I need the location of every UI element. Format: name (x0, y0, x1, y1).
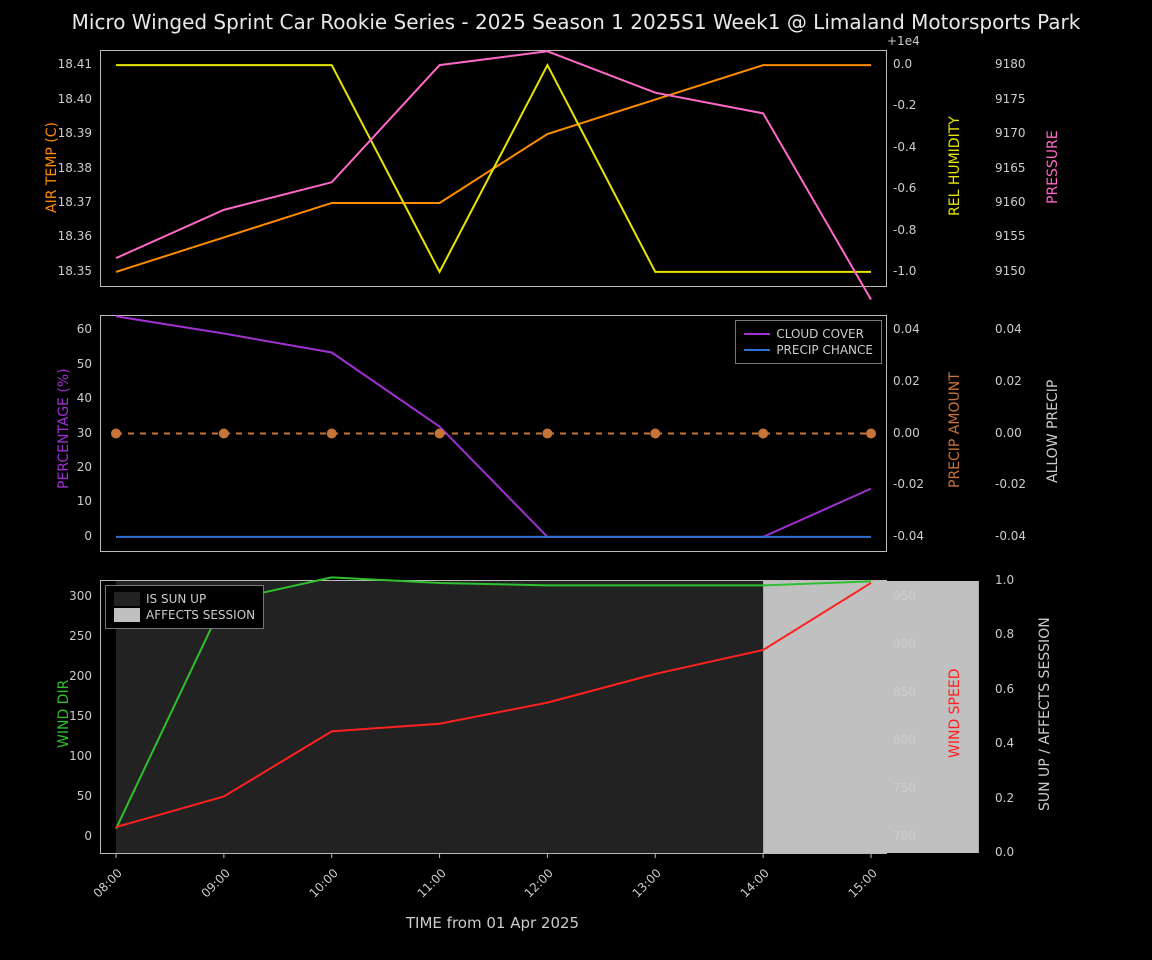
tick-label: 18.38 (58, 161, 92, 175)
allow-precip-axis-label: ALLOW PRECIP (1045, 379, 1061, 482)
tick-label: 50 (77, 789, 92, 803)
x-tick-label: 08:00 (91, 866, 125, 900)
tick-label: 200 (69, 669, 92, 683)
panel2-legend: CLOUD COVER PRECIP CHANCE (735, 320, 882, 364)
panel-wind: IS SUN UP AFFECTS SESSION (100, 580, 887, 854)
percentage-axis-label: PERCENTAGE (%) (56, 368, 72, 489)
tick-label: 750 (893, 781, 916, 795)
sun-session-axis-label: SUN UP / AFFECTS SESSION (1037, 617, 1053, 811)
tick-label: 18.36 (58, 229, 92, 243)
tick-label: 0 (84, 829, 92, 843)
tick-label: 60 (77, 322, 92, 336)
tick-label: 0.0 (893, 57, 912, 71)
tick-label: 20 (77, 460, 92, 474)
tick-label: 18.35 (58, 264, 92, 278)
tick-label: 300 (69, 589, 92, 603)
tick-label: 850 (893, 685, 916, 699)
tick-label: -1.0 (893, 264, 916, 278)
tick-label: 0.02 (995, 374, 1022, 388)
x-tick-label: 12:00 (522, 866, 556, 900)
x-tick-label: 09:00 (198, 866, 232, 900)
tick-label: 9180 (995, 57, 1026, 71)
tick-label: -0.04 (995, 529, 1026, 543)
tick-label: 10 (77, 494, 92, 508)
tick-label: 18.41 (58, 57, 92, 71)
tick-label: 250 (69, 629, 92, 643)
tick-label: -0.02 (995, 477, 1026, 491)
tick-label: 9175 (995, 92, 1026, 106)
tick-label: -0.2 (893, 98, 916, 112)
x-axis-label: TIME from 01 Apr 2025 (100, 914, 885, 932)
tick-label: 800 (893, 733, 916, 747)
tick-label: 18.39 (58, 126, 92, 140)
tick-label: 40 (77, 391, 92, 405)
tick-label: -0.6 (893, 181, 916, 195)
legend-precip-label: PRECIP CHANCE (776, 343, 873, 357)
relhum-exponent: +1e4 (887, 34, 920, 48)
tick-label: 18.37 (58, 195, 92, 209)
tick-label: 9160 (995, 195, 1026, 209)
tick-label: 50 (77, 357, 92, 371)
tick-label: 0.04 (893, 322, 920, 336)
tick-label: 9170 (995, 126, 1026, 140)
x-tick-label: 15:00 (846, 866, 880, 900)
legend-cloud-label: CLOUD COVER (776, 327, 864, 341)
tick-label: 900 (893, 637, 916, 651)
tick-label: 1.0 (995, 573, 1014, 587)
tick-label: 100 (69, 749, 92, 763)
tick-label: 0.00 (893, 426, 920, 440)
legend-cloud-swatch (744, 333, 770, 335)
tick-label: 30 (77, 426, 92, 440)
panel-precip: CLOUD COVER PRECIP CHANCE (100, 315, 887, 552)
x-tick-label: 11:00 (414, 866, 448, 900)
tick-label: 0.04 (995, 322, 1022, 336)
tick-label: 0.0 (995, 845, 1014, 859)
tick-label: 0.02 (893, 374, 920, 388)
tick-label: 700 (893, 829, 916, 843)
tick-label: 950 (893, 589, 916, 603)
tick-label: 0.6 (995, 682, 1014, 696)
tick-label: 0.2 (995, 791, 1014, 805)
legend-sunup-label: IS SUN UP (146, 592, 206, 606)
tick-label: 9165 (995, 161, 1026, 175)
legend-precip-swatch (744, 349, 770, 351)
x-tick-label: 13:00 (630, 866, 664, 900)
legend-session-swatch (114, 608, 140, 622)
chart-title: Micro Winged Sprint Car Rookie Series - … (0, 10, 1152, 34)
tick-label: 9150 (995, 264, 1026, 278)
legend-sunup-swatch (114, 592, 140, 606)
tick-label: -0.4 (893, 140, 916, 154)
tick-label: 150 (69, 709, 92, 723)
tick-label: -0.8 (893, 223, 916, 237)
tick-label: 0.00 (995, 426, 1022, 440)
precip-amount-axis-label: PRECIP AMOUNT (947, 372, 963, 488)
tick-label: 0.8 (995, 627, 1014, 641)
panel3-legend: IS SUN UP AFFECTS SESSION (105, 585, 264, 629)
tick-label: -0.04 (893, 529, 924, 543)
relhum-axis-label: REL HUMIDITY (947, 116, 963, 216)
legend-session-label: AFFECTS SESSION (146, 608, 255, 622)
panel-temp-hum-press (100, 50, 887, 287)
tick-label: 0 (84, 529, 92, 543)
tick-label: 0.4 (995, 736, 1014, 750)
x-tick-label: 14:00 (738, 866, 772, 900)
windspeed-axis-label: WIND SPEED (947, 669, 963, 758)
tick-label: 9155 (995, 229, 1026, 243)
x-tick-label: 10:00 (306, 866, 340, 900)
pressure-axis-label: PRESSURE (1045, 130, 1061, 204)
tick-label: 18.40 (58, 92, 92, 106)
tick-label: -0.02 (893, 477, 924, 491)
